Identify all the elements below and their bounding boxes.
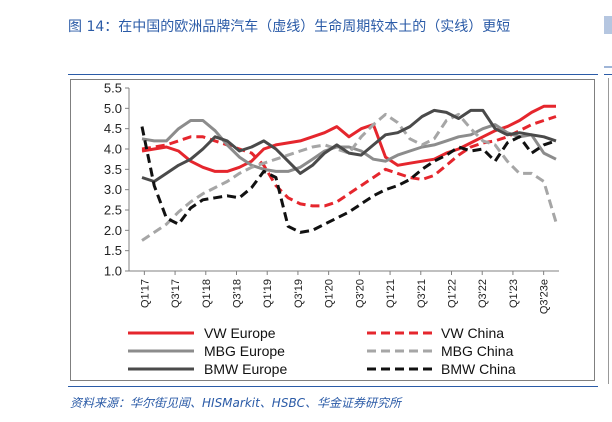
y-tick-label: 1.0 — [104, 264, 122, 279]
series-line-mbg-china — [141, 112, 558, 242]
x-tick-label: Q3'23e — [539, 279, 551, 314]
adjacent-panel-mark — [604, 16, 612, 34]
x-tick-label: Q1'18 — [201, 279, 213, 308]
series-line-bmw-china — [140, 126, 557, 234]
source-note: 资料来源：华尔街见闻、HISMarkit、HSBC、华金证券研究所 — [70, 396, 402, 410]
y-tick-label: 2.5 — [104, 203, 122, 218]
x-tick-label: Q3'19 — [293, 279, 305, 308]
x-tick-label: Q3'22 — [477, 279, 489, 308]
y-tick-label: 4.5 — [104, 121, 122, 136]
x-tick-label: Q3'17 — [170, 279, 182, 308]
y-tick-label: 1.5 — [104, 243, 122, 258]
figure-title: 图 14：在中国的欧洲品牌汽车（虚线）生命周期较本土的（实线）更短 — [68, 19, 511, 35]
series-line-mbg-europe — [141, 119, 557, 173]
legend-label: BMW China — [441, 361, 516, 377]
y-tick-label: 2.0 — [104, 223, 122, 238]
chart-legend: VW Europe VW China MBG Europe MBG China BMW … — [128, 325, 516, 377]
chart-series — [140, 104, 558, 242]
x-tick-label: Q1'23 — [508, 279, 520, 308]
series-line-bmw-europe — [141, 108, 557, 183]
adjacent-panel-divider — [604, 74, 612, 75]
y-tick-label: 3.0 — [104, 182, 122, 197]
adjacent-panel-border — [608, 78, 609, 384]
legend-label: VW China — [441, 325, 504, 341]
series-line-vw-europe — [141, 104, 556, 173]
legend-label: MBG Europe — [204, 343, 285, 359]
x-tick-label: Q1'21 — [385, 279, 397, 308]
source-divider — [68, 386, 598, 387]
x-tick-label: Q3'20 — [354, 279, 366, 308]
legend-label: BMW Europe — [204, 361, 287, 377]
y-tick-label: 5.0 — [104, 101, 122, 116]
title-divider — [68, 74, 598, 75]
x-tick-label: Q1'17 — [139, 279, 151, 308]
x-tick-label: Q3'21 — [416, 279, 428, 308]
chart-axes: 1.0 1.5 2.0 2.5 3.0 3.5 4.0 4.5 5.0 5.5 Q1'17 Q3'17… — [104, 81, 559, 314]
legend-label: MBG China — [441, 343, 514, 359]
x-tick-label: Q1'20 — [324, 279, 336, 308]
y-tick-label: 5.5 — [104, 81, 122, 96]
legend-label: VW Europe — [204, 325, 276, 341]
x-tick-label: Q1'19 — [262, 279, 274, 308]
x-tick-label: Q3'18 — [232, 279, 244, 308]
y-tick-label: 3.5 — [104, 162, 122, 177]
y-tick-label: 4.0 — [104, 142, 122, 157]
adjacent-panel-mark-lower — [604, 66, 612, 68]
x-tick-label: Q1'22 — [447, 279, 459, 308]
